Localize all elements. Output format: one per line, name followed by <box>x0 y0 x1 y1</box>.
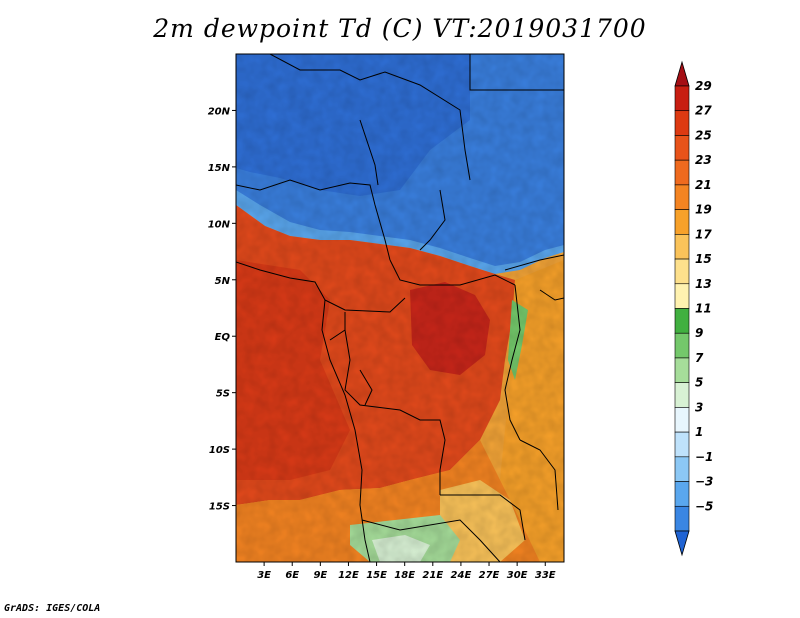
lon-tick-label: 33E <box>535 570 556 581</box>
country-borders <box>236 54 564 562</box>
lon-tick-label: 15E <box>366 570 387 581</box>
border-line <box>269 54 471 181</box>
colorbar-label: −5 <box>695 499 713 513</box>
lon-tick-label: 30E <box>507 570 528 581</box>
grads-credit: GrADS: IGES/COLA <box>4 603 101 614</box>
latitude-axis: 20N 15N 10N 5N EQ 5S 10S 15S <box>208 106 236 513</box>
colorbar-swatch <box>674 159 690 186</box>
lon-tick-label: 9E <box>313 570 327 581</box>
border-line <box>361 519 501 562</box>
longitude-axis: 3E 6E 9E 12E 15E 18E 21E 24E 27E 30E 33E <box>257 562 556 581</box>
atlantic-coastline <box>236 261 371 562</box>
border-line <box>389 259 516 286</box>
colorbar-swatch <box>674 332 690 359</box>
colorbar-label: 27 <box>695 104 712 118</box>
lon-tick-label: 27E <box>479 570 500 581</box>
lon-tick-label: 12E <box>338 570 359 581</box>
colorbar-swatch <box>674 184 690 210</box>
border-line <box>419 189 446 251</box>
lat-tick-label: 10N <box>208 219 231 230</box>
lat-tick-label: 15S <box>209 502 230 513</box>
lat-tick-label: 10S <box>209 445 230 456</box>
colorbar-label: 15 <box>695 252 712 266</box>
lat-tick-label: EQ <box>215 332 231 343</box>
border-line <box>469 54 564 91</box>
colorbar-label: 7 <box>695 351 704 365</box>
border-line <box>359 369 373 406</box>
border-line <box>440 494 526 541</box>
colorbar-label: 1 <box>695 425 703 439</box>
colorbar-swatch <box>674 357 690 383</box>
page-title: 2m dewpoint Td (C) VT:2019031700 <box>153 14 647 43</box>
colorbar-label: 13 <box>695 277 712 291</box>
colorbar-label: 21 <box>695 178 712 192</box>
colorbar-swatch <box>674 258 690 285</box>
lat-tick-label: 5S <box>216 389 230 400</box>
colorbar-swatch <box>674 283 690 309</box>
lon-tick-label: 21E <box>422 570 443 581</box>
border-line <box>344 329 446 495</box>
colorbar-label: 9 <box>695 326 703 340</box>
colorbar-label: 3 <box>695 400 703 414</box>
border-line <box>359 119 379 186</box>
colorbar: 29 27 25 23 21 19 17 15 13 11 9 7 5 3 1 −1 −3 −5 <box>674 60 713 557</box>
border-line <box>504 284 521 441</box>
colorbar-label: 29 <box>695 79 712 93</box>
lat-tick-label: 5N <box>215 276 231 287</box>
border-line <box>519 439 559 511</box>
colorbar-swatch <box>674 431 690 458</box>
colorbar-label: 19 <box>695 203 712 217</box>
colorbar-label: 17 <box>695 227 712 241</box>
dewpoint-map <box>236 54 564 562</box>
border-line <box>324 297 406 313</box>
colorbar-swatch <box>674 135 690 161</box>
colorbar-swatch <box>674 234 690 260</box>
colorbar-swatch <box>674 382 690 408</box>
colorbar-swatch <box>674 505 690 532</box>
colorbar-swatch <box>674 456 690 482</box>
border-line <box>539 289 564 301</box>
colorbar-swatch <box>674 308 690 334</box>
lat-tick-label: 20N <box>208 106 231 117</box>
colorbar-min-arrow <box>674 530 690 557</box>
lon-tick-label: 6E <box>285 570 299 581</box>
lon-tick-label: 24E <box>451 570 472 581</box>
colorbar-label: 11 <box>695 302 712 316</box>
colorbar-max-arrow <box>674 60 690 87</box>
border-line <box>504 254 564 271</box>
lat-tick-label: 15N <box>208 163 231 174</box>
colorbar-swatch <box>674 110 690 136</box>
border-line <box>236 179 391 261</box>
colorbar-label: 25 <box>695 128 712 142</box>
colorbar-swatch <box>674 209 690 235</box>
colorbar-swatch <box>674 407 690 433</box>
lon-tick-label: 18E <box>394 570 415 581</box>
colorbar-label: 23 <box>695 153 712 167</box>
map-frame <box>235 53 565 563</box>
colorbar-label: −1 <box>695 450 713 464</box>
colorbar-swatch <box>674 85 690 112</box>
lon-tick-label: 3E <box>257 570 271 581</box>
colorbar-swatch <box>674 481 690 507</box>
colorbar-label: −3 <box>695 475 713 489</box>
colorbar-label: 5 <box>695 376 703 390</box>
